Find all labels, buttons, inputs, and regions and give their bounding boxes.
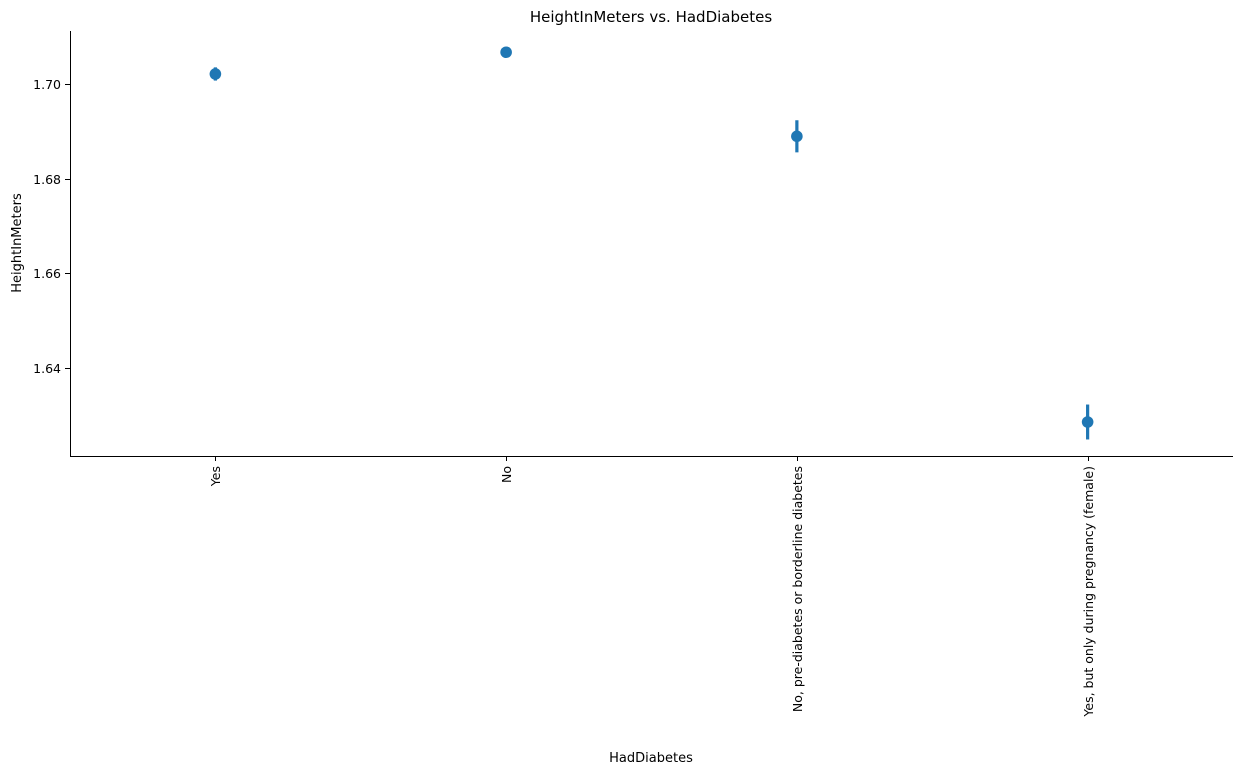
x-ticks: Yes No No, pre-diabetes or borderline diab… bbox=[208, 456, 1096, 718]
data-marks bbox=[209, 46, 1094, 440]
x-tick-label: Yes, but only during pregnancy (female) bbox=[1081, 466, 1096, 718]
y-axis-label: HeightInMeters bbox=[10, 193, 25, 293]
x-axis-label: HadDiabetes bbox=[609, 751, 693, 766]
data-point bbox=[500, 46, 512, 59]
x-tick-label: No bbox=[499, 466, 514, 483]
data-point bbox=[1081, 416, 1094, 428]
y-tick-label: 1.66 bbox=[33, 266, 61, 281]
y-ticks: 1.64 1.66 1.68 1.70 bbox=[33, 77, 70, 376]
axes bbox=[70, 31, 1233, 457]
data-point bbox=[791, 130, 803, 143]
y-tick-label: 1.70 bbox=[33, 77, 61, 92]
data-point bbox=[209, 68, 222, 80]
x-tick-label: No, pre-diabetes or borderline diabetes bbox=[790, 466, 805, 712]
y-tick-label: 1.64 bbox=[33, 361, 61, 376]
y-tick-label: 1.68 bbox=[33, 172, 61, 187]
x-tick-label: Yes bbox=[208, 466, 223, 487]
chart-title: HeightInMeters vs. HadDiabetes bbox=[530, 8, 773, 26]
